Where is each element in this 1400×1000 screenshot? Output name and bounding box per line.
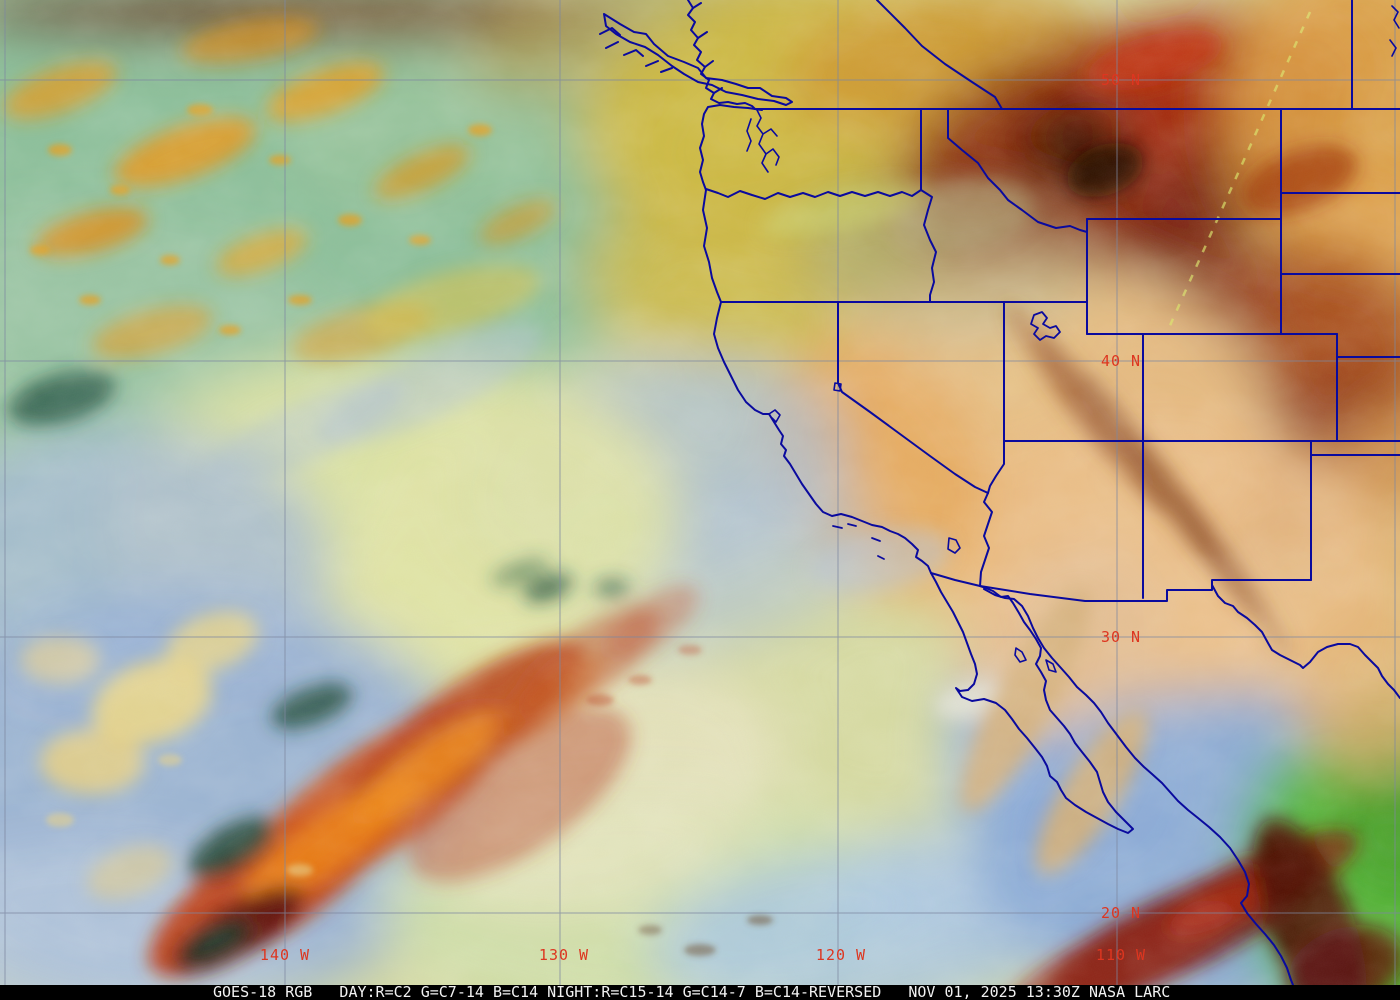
lat-label-30n: 30 N	[1101, 628, 1141, 646]
california-nevada-border	[837, 301, 989, 494]
colorado-river-border	[979, 492, 993, 587]
oregon-coastline	[702, 189, 722, 303]
bc-alberta-border	[876, 0, 1003, 110]
caption-text: GOES-18 RGB DAY:R=C2 G=C7-14 B=C14 NIGHT…	[213, 983, 1170, 1000]
columbia-river-border	[705, 188, 922, 200]
idaho-montana-border	[947, 108, 1088, 233]
lon-label-130w: 130 W	[539, 946, 589, 964]
sf-bay	[768, 409, 781, 423]
california-coastline	[713, 301, 932, 574]
strait-juan-de-fuca-shore	[699, 104, 763, 191]
us-canada-border	[754, 0, 1400, 110]
caption-bar: GOES-18 RGB DAY:R=C2 G=C7-14 B=C14 NIGHT…	[0, 983, 1400, 1000]
label-layer: 50 N 40 N 30 N 20 N 140 W 130 W 120 W 11…	[260, 71, 1146, 964]
dakota-borders	[1280, 192, 1400, 275]
lat-label-20n: 20 N	[1101, 904, 1141, 922]
channel-islands	[832, 523, 885, 560]
bc-fjord-inlets	[599, 2, 723, 94]
lat-label-50n: 50 N	[1101, 71, 1141, 89]
border-layer	[599, 0, 1400, 985]
mexico-mainland-coastline	[983, 588, 1294, 985]
lat-label-40n: 40 N	[1101, 352, 1141, 370]
great-salt-lake	[1030, 311, 1061, 341]
us-mexico-border	[930, 572, 1213, 602]
gulf-islands	[1014, 647, 1057, 673]
lon-label-110w: 110 W	[1096, 946, 1146, 964]
nevada-arizona-border	[987, 440, 1005, 494]
lon-label-140w: 140 W	[260, 946, 310, 964]
vancouver-island	[603, 13, 793, 106]
rio-grande	[1211, 584, 1400, 699]
lon-label-120w: 120 W	[816, 946, 866, 964]
lake-tahoe	[833, 382, 842, 392]
texas-newmexico-south-border	[1211, 579, 1312, 586]
salton-sea	[947, 537, 961, 554]
caption-bar-background	[0, 985, 1400, 1000]
oregon-idaho-border	[920, 189, 937, 303]
baja-california-coastline	[930, 572, 1134, 834]
puget-sound	[746, 109, 780, 173]
bc-mainland-coastline	[687, 0, 756, 110]
manitoba-lakes	[1389, 5, 1400, 57]
